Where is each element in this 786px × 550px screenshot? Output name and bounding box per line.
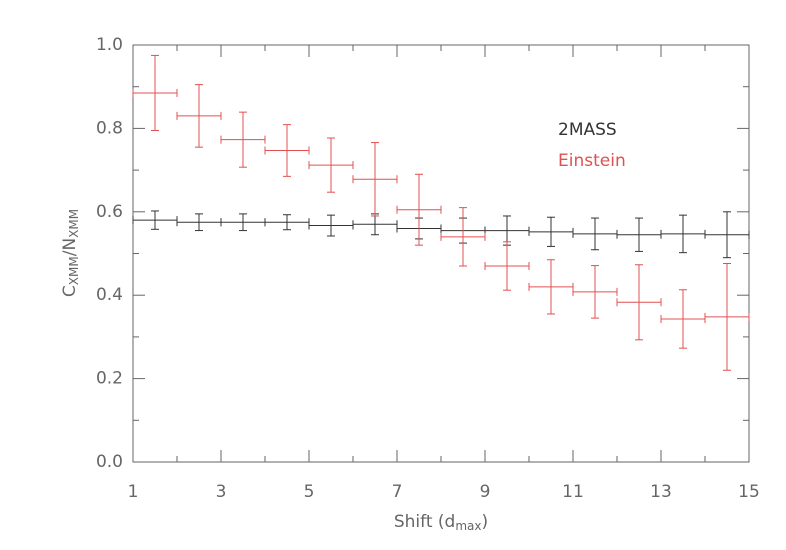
y-label-sub: XMM xyxy=(67,209,81,238)
y-axis-label: CXMM/NXMM xyxy=(60,209,81,297)
y-tick-label: 1.0 xyxy=(96,35,123,55)
y-label-part: /N xyxy=(60,238,80,256)
x-tick-label: 1 xyxy=(128,482,139,502)
y-tick-label: 0.8 xyxy=(96,118,123,138)
x-tick-label: 7 xyxy=(392,482,403,502)
y-label-sub: XMM xyxy=(67,256,81,285)
x-tick-label: 9 xyxy=(480,482,491,502)
y-tick-label: 0.2 xyxy=(96,369,123,389)
legend-entry: Einstein xyxy=(558,151,626,171)
x-axis-label: Shift (dmax) xyxy=(394,512,488,533)
x-tick-label: 5 xyxy=(304,482,315,502)
x-label-sub: max xyxy=(455,519,481,533)
y-tick-label: 0.4 xyxy=(96,285,123,305)
x-tick-label: 13 xyxy=(650,482,672,502)
plot-frame xyxy=(132,44,750,463)
y-label-part: C xyxy=(60,285,80,297)
x-label-part: Shift (d xyxy=(394,512,455,532)
x-tick-label: 3 xyxy=(216,482,227,502)
x-label-part: ) xyxy=(481,512,488,532)
y-tick-label: 0.0 xyxy=(96,452,123,472)
y-tick-label: 0.6 xyxy=(96,202,123,222)
x-tick-label: 15 xyxy=(738,482,760,502)
legend-entry: 2MASS xyxy=(558,120,617,140)
x-tick-label: 11 xyxy=(562,482,584,502)
